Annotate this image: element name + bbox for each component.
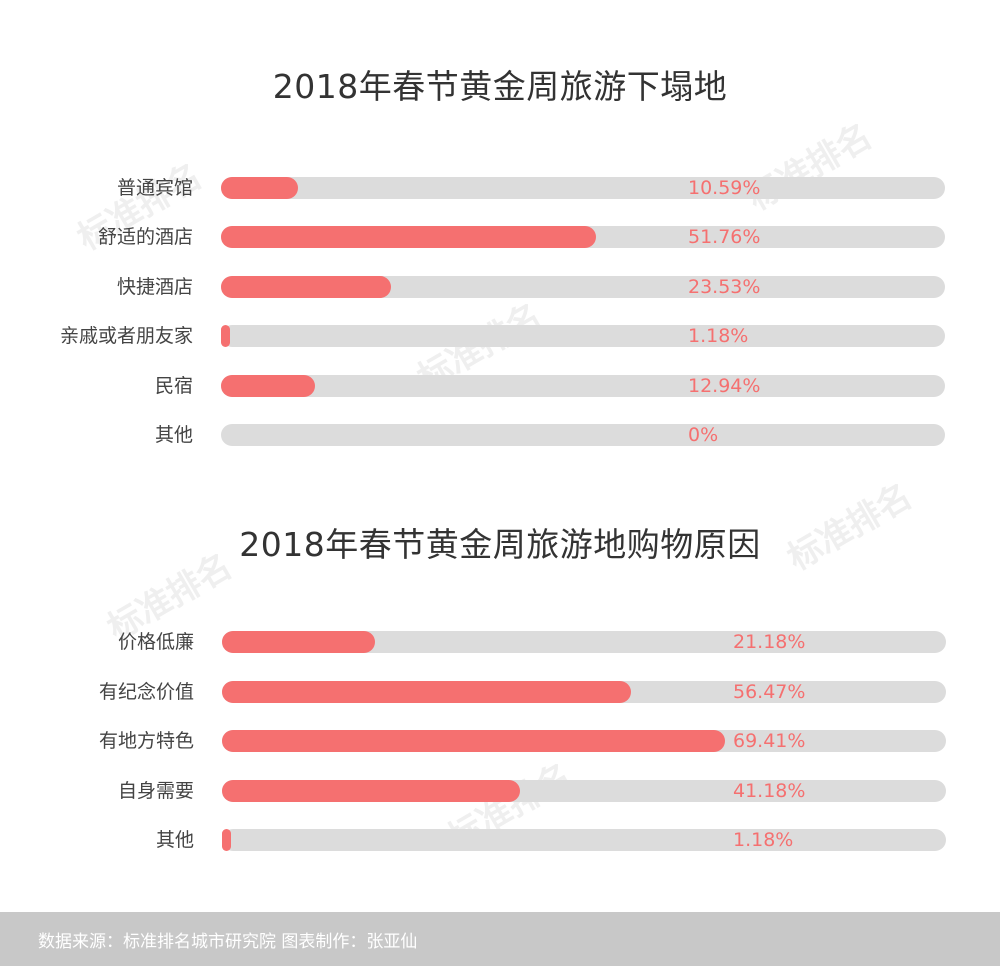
source-credit: 数据来源：标准排名城市研究院 图表制作：张亚仙 [38,932,418,952]
bar [222,829,231,851]
value-label: 1.18% [733,829,794,851]
bar-track [221,177,945,199]
value-label: 12.94% [688,375,761,397]
bar-track [222,730,946,752]
chart-title-shopping-reasons: 2018年春节黄金周旅游地购物原因 [239,525,761,564]
category-label: 有纪念价值 [98,681,194,703]
category-label: 有地方特色 [98,730,194,752]
value-label: 10.59% [688,177,761,199]
bar-track [221,226,945,248]
bar-track [221,375,945,397]
bar-track [222,780,946,802]
bar [222,730,725,752]
bar [222,780,521,802]
category-label: 其他 [154,424,193,446]
category-label: 自身需要 [117,780,194,802]
bar-track [222,631,946,653]
bar [221,226,596,248]
value-label: 0% [688,424,719,446]
bar [222,681,631,703]
bar-track [221,276,945,298]
bar-row: 快捷酒店 23.53% [0,276,1000,298]
bar-track [222,681,946,703]
category-label: 普通宾馆 [116,177,193,199]
bar-row: 其他 1.18% [0,829,1000,851]
watermark: 标准排名 [740,116,879,219]
bar [222,631,376,653]
bar-row: 民宿 12.94% [0,375,1000,397]
bar-row: 亲戚或者朋友家 1.18% [0,325,1000,347]
bar-row: 舒适的酒店 51.76% [0,226,1000,248]
value-label: 1.18% [688,325,749,347]
bar-row: 自身需要 41.18% [0,780,1000,802]
bar-track [222,829,946,851]
category-label: 价格低廉 [117,631,194,653]
bar-track [221,325,945,347]
chart-title-accommodation: 2018年春节黄金周旅游下塌地 [272,67,728,106]
value-label: 41.18% [733,780,806,802]
category-label: 快捷酒店 [116,276,193,298]
value-label: 56.47% [733,681,806,703]
bar-row: 有地方特色 69.41% [0,730,1000,752]
category-label: 亲戚或者朋友家 [59,325,193,347]
value-label: 51.76% [688,226,761,248]
bar-row: 有纪念价值 56.47% [0,681,1000,703]
bar [221,276,392,298]
bar [221,177,298,199]
value-label: 23.53% [688,276,761,298]
category-label: 民宿 [154,375,193,397]
value-label: 21.18% [733,631,806,653]
bar [221,375,315,397]
footer: 数据来源：标准排名城市研究院 图表制作：张亚仙 [0,912,1000,966]
category-label: 其他 [155,829,194,851]
bar-row: 普通宾馆 10.59% [0,177,1000,199]
bar-row: 其他 0% [0,424,1000,446]
category-label: 舒适的酒店 [97,226,193,248]
bar [221,325,230,347]
value-label: 69.41% [733,730,806,752]
bar-row: 价格低廉 21.18% [0,631,1000,653]
bar-track [221,424,945,446]
